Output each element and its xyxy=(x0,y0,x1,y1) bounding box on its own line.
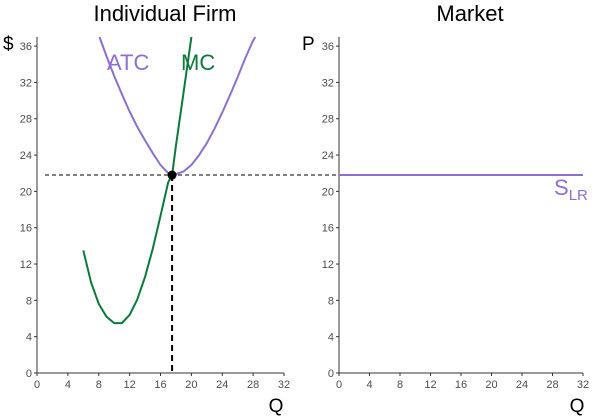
market-x-tick-label: 32 xyxy=(577,379,589,391)
market-y-tick-label: 20 xyxy=(322,186,334,198)
individual-firm-panel: Individual Firm $ Q 0 4 8 12 16 20 24 28 32 36 0 4 8… xyxy=(3,1,339,417)
mc-curve-label: MC xyxy=(181,50,215,75)
firm-axis-ticks: 0 4 8 12 16 20 24 28 32 36 0 4 8 12 16 20 24 28 32 xyxy=(20,37,290,391)
firm-x-tick-label: 0 xyxy=(34,379,40,391)
firm-y-tick-label: 4 xyxy=(26,332,32,344)
firm-y-tick-label: 24 xyxy=(20,150,32,162)
slr-curve-label: SLR xyxy=(554,175,588,204)
market-y-axis-title: P xyxy=(302,34,315,55)
market-x-axis-title: Q xyxy=(570,396,585,417)
mc-curve xyxy=(82,36,193,325)
market-title: Market xyxy=(436,1,503,26)
slr-label-sub: LR xyxy=(569,187,588,204)
market-y-tick-label: 4 xyxy=(328,332,334,344)
firm-y-tick-label: 0 xyxy=(26,368,32,380)
firm-x-tick-label: 20 xyxy=(185,379,197,391)
firm-y-tick-label: 12 xyxy=(20,259,32,271)
firm-x-tick-label: 16 xyxy=(154,379,166,391)
market-x-tick-label: 24 xyxy=(516,379,528,391)
firm-x-tick-label: 8 xyxy=(96,379,102,391)
market-x-tick-label: 4 xyxy=(366,379,372,391)
market-x-tick-label: 16 xyxy=(455,379,467,391)
market-panel: Market P Q 0 4 8 12 16 20 24 28 32 36 0 4 8 12 16 20 24 2… xyxy=(302,1,589,417)
firm-y-tick-label: 20 xyxy=(20,186,32,198)
market-axis-ticks: 0 4 8 12 16 20 24 28 32 36 0 4 8 12 16 20 24 28 32 xyxy=(322,37,589,391)
firm-x-tick-label: 12 xyxy=(124,379,136,391)
firm-x-tick-label: 28 xyxy=(247,379,259,391)
market-x-tick-label: 0 xyxy=(336,379,342,391)
firm-x-tick-label: 24 xyxy=(216,379,228,391)
market-y-tick-label: 8 xyxy=(328,295,334,307)
firm-x-tick-label: 32 xyxy=(278,379,290,391)
firm-x-axis-title: Q xyxy=(269,396,284,417)
slr-label-main: S xyxy=(554,175,569,200)
market-y-tick-label: 12 xyxy=(322,259,334,271)
market-y-tick-label: 28 xyxy=(322,114,334,126)
market-y-tick-label: 32 xyxy=(322,77,334,89)
market-y-tick-label: 0 xyxy=(328,368,334,380)
firm-y-tick-label: 16 xyxy=(20,223,32,235)
market-x-tick-label: 28 xyxy=(546,379,558,391)
market-x-tick-label: 20 xyxy=(485,379,497,391)
firm-y-tick-label: 32 xyxy=(20,77,32,89)
market-y-tick-label: 36 xyxy=(322,41,334,53)
equilibrium-point xyxy=(167,170,177,180)
market-y-tick-label: 24 xyxy=(322,150,334,162)
individual-firm-title: Individual Firm xyxy=(93,1,236,26)
market-x-tick-label: 12 xyxy=(424,379,436,391)
firm-y-tick-label: 28 xyxy=(20,114,32,126)
atc-curve-label: ATC xyxy=(107,50,149,75)
market-x-tick-label: 8 xyxy=(397,379,403,391)
firm-y-tick-label: 8 xyxy=(26,295,32,307)
market-y-tick-label: 16 xyxy=(322,223,334,235)
firm-y-tick-label: 36 xyxy=(20,41,32,53)
firm-curves xyxy=(45,36,339,373)
firm-y-axis-title: $ xyxy=(3,34,14,55)
firm-x-tick-label: 4 xyxy=(65,379,71,391)
